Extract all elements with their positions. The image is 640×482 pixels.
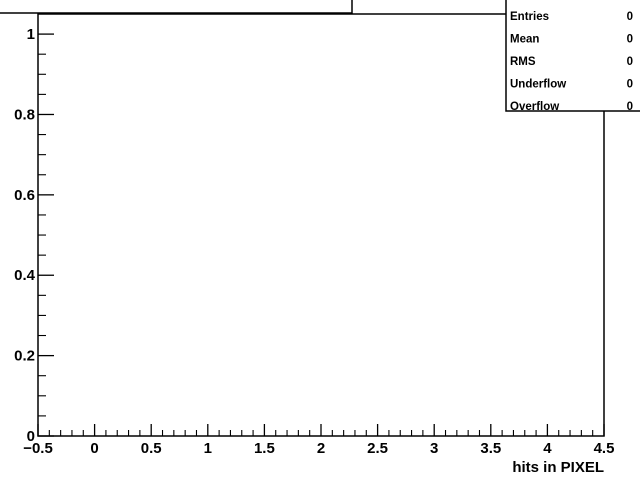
stats-label: Overflow xyxy=(510,101,559,113)
x-axis-title: hits in PIXEL xyxy=(512,459,604,476)
x-tick-label: 4.5 xyxy=(594,440,615,457)
x-tick-label: 3.5 xyxy=(480,440,501,457)
x-tick-label: 1.5 xyxy=(254,440,275,457)
y-tick-label: 0 xyxy=(27,428,35,445)
y-tick-label: 0.8 xyxy=(14,106,35,123)
stats-value: 0 xyxy=(627,101,633,113)
x-tick-label: 3 xyxy=(430,440,438,457)
y-tick-label: 0.4 xyxy=(14,267,36,284)
stats-label: RMS xyxy=(510,56,536,68)
stats-label: Entries xyxy=(510,11,549,23)
stats-label: Mean xyxy=(510,34,539,46)
y-axis: 0 0.2 0.4 0.6 0.8 1 xyxy=(14,26,54,445)
x-tick-label: 0.5 xyxy=(141,440,162,457)
y-tick-label: 1 xyxy=(27,26,35,43)
stats-value: 0 xyxy=(627,79,633,91)
x-tick-label: 2.5 xyxy=(367,440,388,457)
x-tick-label: 4 xyxy=(543,440,552,457)
stats-value: 0 xyxy=(627,34,633,46)
stats-value: 0 xyxy=(627,56,633,68)
stats-box: Entries 0 Mean 0 RMS 0 Underflow 0 Overflow 0 xyxy=(505,0,640,113)
stats-value: 0 xyxy=(627,11,633,23)
x-axis: −0.5 0 0.5 1 1.5 2 2.5 3 3.5 4 4.5 xyxy=(23,424,614,457)
x-tick-label: −0.5 xyxy=(23,440,53,457)
y-tick-label: 0.2 xyxy=(14,348,35,365)
stats-label: Underflow xyxy=(510,79,566,91)
x-tick-label: 2 xyxy=(317,440,325,457)
y-tick-label: 0.6 xyxy=(14,187,35,204)
x-tick-label: 0 xyxy=(90,440,98,457)
x-tick-label: 1 xyxy=(204,440,212,457)
title-box xyxy=(0,0,353,14)
